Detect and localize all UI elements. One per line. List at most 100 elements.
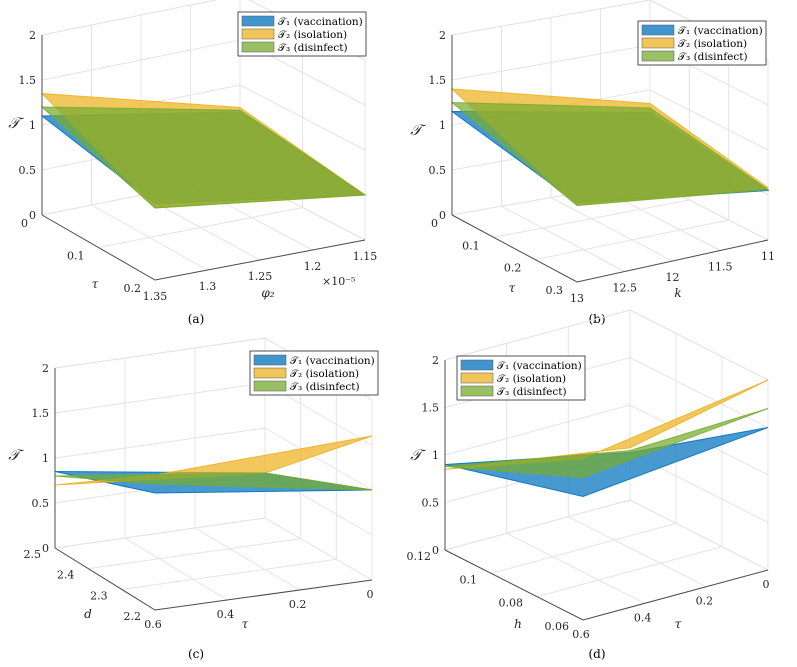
z-tick-label: 1.5 (422, 402, 440, 415)
z-tick-label: 0 (29, 209, 36, 222)
y-tick-label: 0.06 (545, 620, 570, 633)
floor-gridline-x (194, 527, 300, 591)
y-tick-label: 11.5 (708, 261, 733, 274)
floor-axis-lines (41, 214, 366, 281)
subplot-label: (a) (188, 312, 205, 326)
z-axis-label: 𝒯 (410, 121, 426, 139)
x-tick-label: 0.6 (572, 628, 590, 641)
x-tick-label: 0 (367, 588, 374, 601)
y-tick-label: 2.4 (57, 569, 75, 582)
y-tick-label: 1.15 (353, 250, 378, 263)
z-tick-label: 1.5 (429, 74, 447, 87)
z-tick-label: 1 (42, 452, 49, 465)
y-tick-label: 1.3 (199, 280, 217, 293)
y-axis-label: k (674, 286, 681, 300)
floor-gridline-y (501, 205, 625, 272)
x-tick-label: 0.1 (67, 250, 85, 263)
floor-gridline-y (91, 204, 208, 271)
y-tick-label: 0.1 (460, 573, 478, 586)
surface-series-3 (40, 106, 367, 209)
z-tick-label: 0.5 (32, 497, 50, 510)
subplot-label: (d) (588, 647, 605, 661)
z-gridline (444, 499, 769, 571)
legend-entry-1: 𝒯₁ (vaccination) (678, 25, 763, 37)
legend-entry-1: 𝒯₁ (vaccination) (278, 16, 363, 28)
y-tick-label: 2.3 (90, 589, 108, 602)
legend-swatch-3 (460, 385, 494, 397)
z-tick-label: 1 (29, 119, 36, 132)
z-axis-label: 𝒯 (410, 446, 426, 464)
surface-series-3 (444, 408, 769, 479)
floor-gridline-y (444, 499, 631, 551)
x-tick-label: 0.3 (546, 284, 564, 297)
legend-swatch-1 (253, 354, 287, 366)
x-axis-label: τ (509, 281, 516, 295)
z-tick-label: 0 (439, 209, 446, 222)
y-tick-label: 0.08 (499, 597, 524, 610)
legend-entry-1: 𝒯₁ (vaccination) (290, 355, 375, 367)
legend-entry-2: 𝒯₂ (isolation) (290, 368, 359, 380)
surface-series-3 (450, 101, 770, 207)
y-tick-label: 11 (761, 250, 775, 263)
x-tick-label: 0.2 (696, 595, 714, 608)
legend-entry-2: 𝒯₂ (isolation) (678, 38, 747, 50)
x-tick-label: 0.2 (289, 598, 307, 611)
legend-swatch-2 (253, 367, 287, 379)
legend-swatch-3 (253, 380, 287, 392)
z-tick-label: 0.5 (19, 164, 37, 177)
legend-swatch-2 (460, 372, 494, 384)
y-tick-label: 0.12 (407, 550, 432, 563)
floor-gridline-y (536, 546, 723, 598)
floor-axis-lines (451, 214, 769, 283)
floor-gridline-x (629, 499, 769, 571)
y-axis-multiplier: ×10⁻⁵ (322, 275, 355, 288)
z-tick-label: 1 (439, 119, 446, 132)
z-tick-label: 2 (29, 29, 36, 42)
floor-gridline-y (550, 197, 673, 262)
z-tick-label: 1.5 (32, 407, 50, 420)
x-tick-label: 0.2 (504, 262, 522, 275)
surface-series-3 (54, 472, 373, 491)
x-axis-label: τ (242, 617, 249, 631)
x-tick-label: 0.4 (217, 608, 235, 621)
floor-gridline-x (124, 537, 228, 601)
legend-swatch-3 (241, 41, 275, 53)
y-axis-label: φ₂ (261, 286, 274, 300)
legend-entry-3: 𝒯₃ (disinfect) (497, 386, 567, 398)
z-gridline (54, 517, 373, 581)
x-tick-label: 0.6 (144, 618, 162, 631)
legend-entry-1: 𝒯₁ (vaccination) (497, 360, 582, 372)
y-tick-label: 2.5 (24, 548, 42, 561)
y-tick-label: 12 (666, 271, 680, 284)
floor-gridline-y (54, 517, 266, 549)
legend-swatch-2 (641, 37, 675, 49)
z-tick-label: 0.5 (429, 164, 447, 177)
x-tick-label: 0 (763, 578, 770, 591)
legend-swatch-1 (460, 359, 494, 371)
x-tick-label: 0.1 (462, 239, 480, 252)
legend-swatch-2 (241, 28, 275, 40)
floor-gridline-x (568, 516, 707, 588)
z-tick-label: 2 (432, 354, 439, 367)
z-axis-label: 𝒯 (8, 114, 24, 132)
x-axis-label: τ (92, 277, 99, 291)
z-axis-label: 𝒯 (8, 446, 24, 464)
z-tick-label: 2 (439, 29, 446, 42)
y-axis-label: d (84, 607, 92, 621)
x-tick-label: 0.2 (124, 282, 142, 295)
y-tick-label: 12.5 (613, 282, 638, 295)
floor-gridline-y (490, 522, 677, 574)
chart-panel-a: 0 0.5 1 1.5 2 𝒯 0 0.1 0.2 τ 1.35 1.3 1.25 1.2 1.15 φ₂ ×1… (8, 0, 377, 326)
z-tick-label: 1 (432, 449, 439, 462)
x-tick-label: 0 (431, 217, 438, 230)
y-tick-label: 1.25 (248, 270, 273, 283)
subplot-label: (c) (188, 647, 204, 661)
y-tick-label: 13 (570, 292, 584, 305)
chart-panel-c: 0 0.5 1 1.5 2 𝒯 0.6 0.4 0.2 0 τ 2.5 2.4 2.3 2.2 d 𝒯₁ (va… (8, 337, 379, 661)
floor-gridline-x (264, 517, 373, 581)
legend-swatch-1 (241, 15, 275, 27)
y-tick-label: 2.2 (124, 610, 142, 623)
x-axis-label: τ (675, 617, 682, 631)
